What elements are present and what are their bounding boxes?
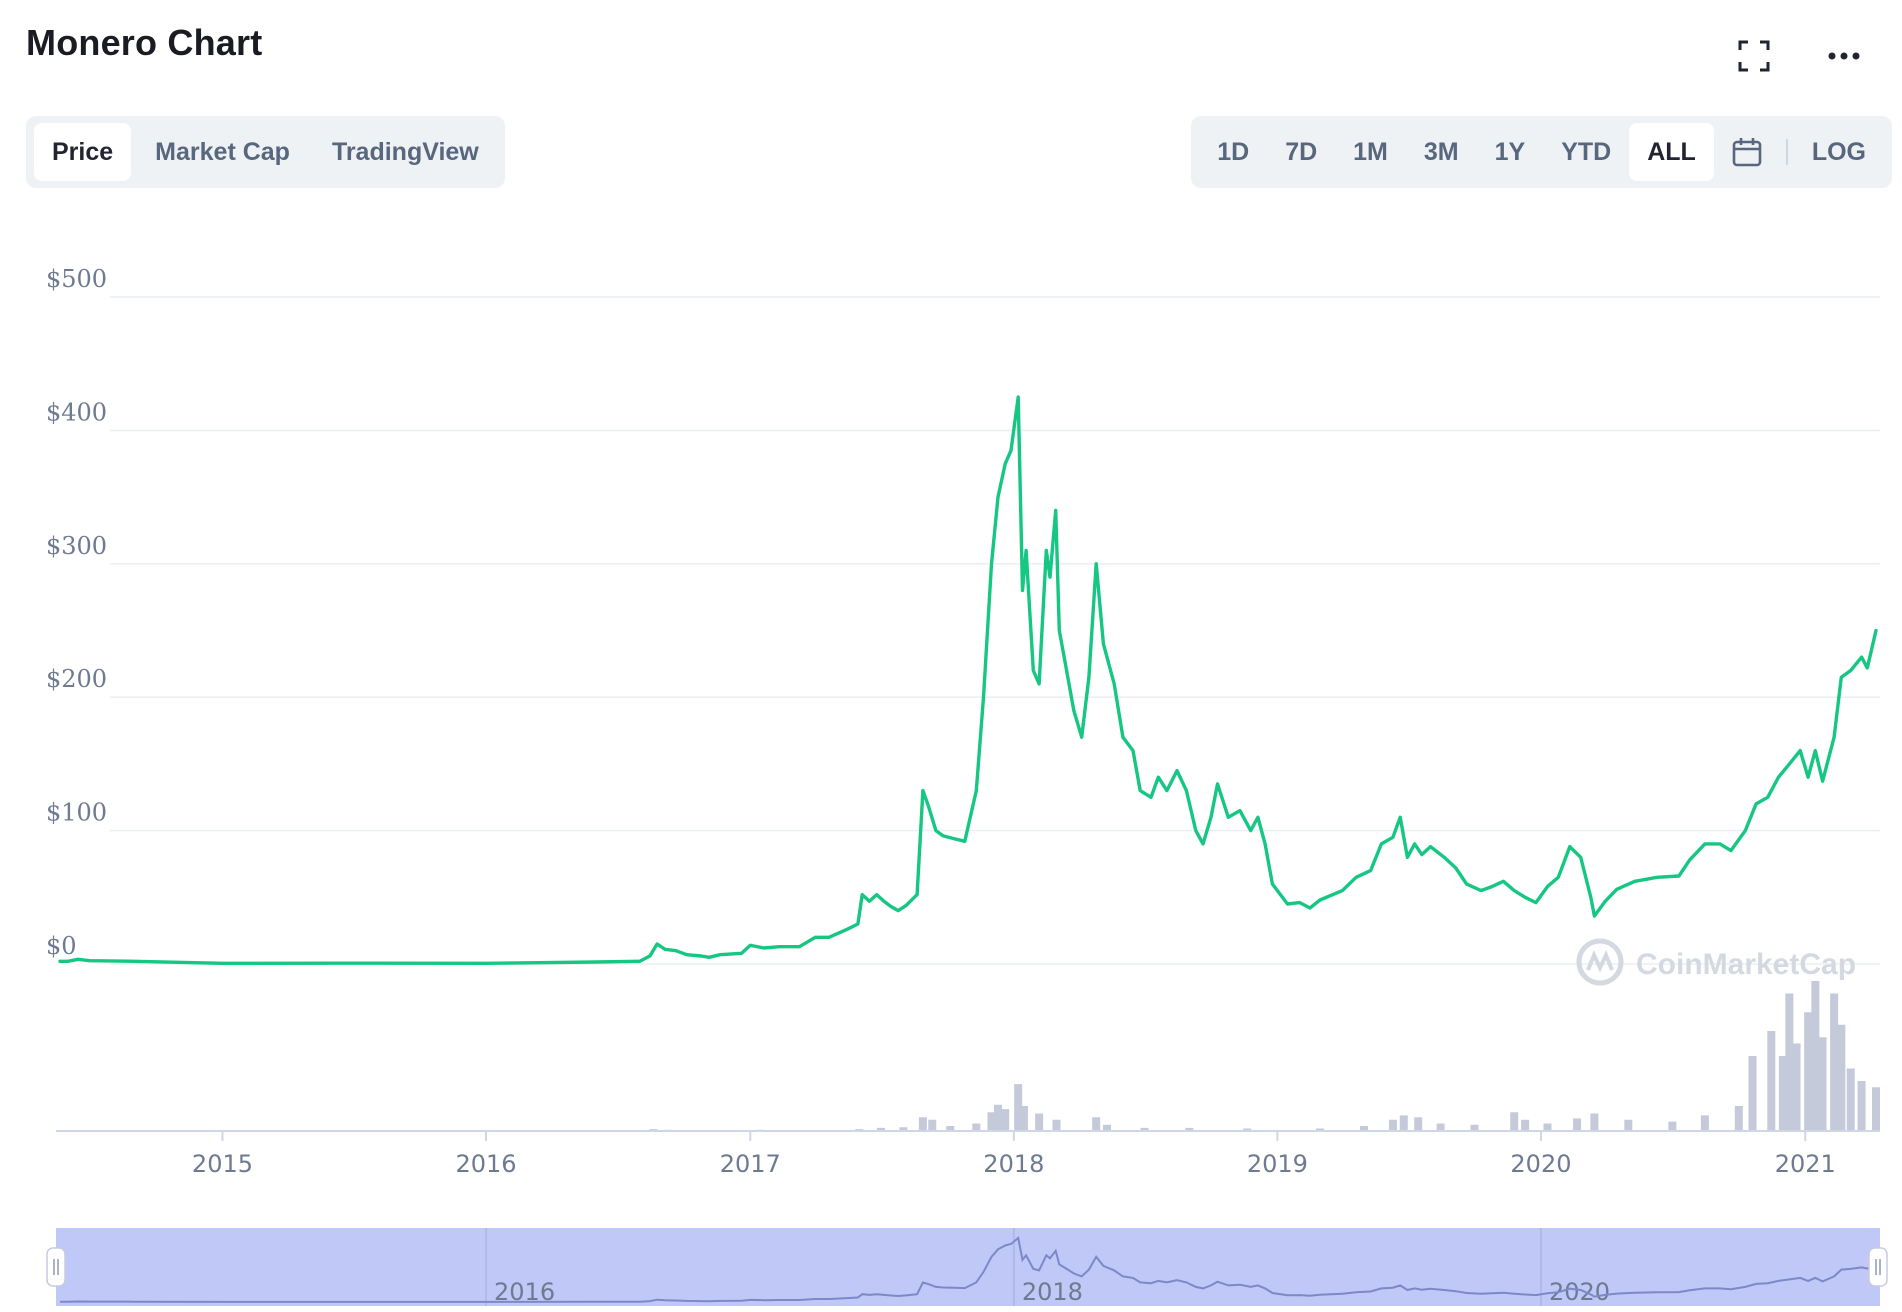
volume-bar <box>1668 1121 1677 1131</box>
volume-bar <box>1510 1112 1519 1131</box>
volume-bar <box>1521 1119 1530 1131</box>
volume-bar <box>1001 1109 1010 1131</box>
navigator-line <box>60 1236 1877 1303</box>
calendar-icon[interactable] <box>1714 123 1780 181</box>
volume-bar <box>1734 1106 1743 1131</box>
volume-bar <box>1092 1117 1101 1131</box>
volume-bar <box>1804 1012 1813 1131</box>
volume-bar <box>1102 1124 1111 1131</box>
volume-bar <box>1543 1123 1552 1131</box>
volume-bar <box>1811 981 1820 1131</box>
y-tick-label: $500 <box>46 265 107 293</box>
volume-bar <box>1052 1119 1061 1131</box>
range-separator <box>1785 139 1788 165</box>
range-all[interactable]: ALL <box>1629 123 1714 181</box>
volume-bar <box>993 1104 1002 1131</box>
volume-bar <box>918 1117 927 1131</box>
x-tick-label: 2017 <box>720 1150 781 1178</box>
volume-bar <box>1316 1128 1325 1131</box>
volume-bar <box>1785 993 1794 1131</box>
x-tick-label: 2018 <box>983 1150 1044 1178</box>
navigator-tick-label: 2018 <box>1022 1278 1083 1306</box>
range-7d[interactable]: 7D <box>1285 137 1318 166</box>
x-tick-label: 2016 <box>455 1150 516 1178</box>
volume-bar <box>1019 1106 1028 1131</box>
range-1d[interactable]: 1D <box>1217 137 1250 166</box>
volume-bar <box>1590 1113 1599 1131</box>
tab-price[interactable]: Price <box>34 123 132 181</box>
y-tick-label: $300 <box>46 532 107 560</box>
volume-bar <box>946 1126 955 1131</box>
volume-bar <box>1573 1118 1582 1131</box>
chart-grid <box>110 296 1880 965</box>
volume-bar <box>928 1119 937 1131</box>
range-1m[interactable]: 1M <box>1353 137 1388 166</box>
expand-icon[interactable] <box>1736 38 1772 74</box>
log-toggle[interactable]: LOG <box>1811 137 1866 166</box>
more-dots-icon[interactable] <box>1826 38 1862 74</box>
y-tick-label: $0 <box>46 932 77 960</box>
range-1y[interactable]: 1Y <box>1494 137 1526 166</box>
volume-bar <box>1767 1031 1776 1131</box>
volume-bar <box>1857 1081 1866 1131</box>
volume-bar <box>1414 1117 1423 1131</box>
volume-bar <box>1778 1056 1787 1131</box>
volume-bar <box>1470 1124 1479 1131</box>
volume-bar <box>876 1127 885 1131</box>
volume-bar <box>899 1127 908 1131</box>
tab-tradingview[interactable]: TradingView <box>331 137 479 166</box>
handle-body <box>46 1247 66 1287</box>
volume-bar <box>1792 1043 1801 1131</box>
volume-bar <box>1436 1123 1445 1131</box>
range-3m[interactable]: 3M <box>1423 137 1459 166</box>
range-ytd[interactable]: YTD <box>1561 137 1612 166</box>
y-tick-label: $200 <box>46 665 107 693</box>
y-tick-label: $400 <box>46 398 107 426</box>
volume-bar <box>1818 1037 1827 1131</box>
y-tick-label: $100 <box>46 799 107 827</box>
x-tick-label: 2019 <box>1247 1150 1308 1178</box>
volume-bar <box>1360 1126 1369 1131</box>
range-navigator[interactable]: 2016 2018 2020 <box>46 1228 1888 1306</box>
time-range-selector: 1D 7D 1M 3M 1Y YTD ALL LOG <box>1191 116 1892 188</box>
volume-bar <box>1700 1115 1709 1131</box>
volume-bar <box>1035 1113 1044 1131</box>
volume-bar <box>1243 1128 1252 1131</box>
x-tick-label: 2020 <box>1510 1150 1571 1178</box>
handle-body <box>1868 1247 1888 1287</box>
volume-bar <box>1872 1087 1880 1131</box>
volume-bar <box>1185 1127 1194 1131</box>
navigator-handle-left[interactable] <box>46 1247 66 1287</box>
header-actions <box>1736 38 1862 74</box>
chart-type-tabs: Price Market Cap TradingView <box>26 116 505 188</box>
volume-bar <box>1388 1119 1397 1131</box>
volume-bar <box>1846 1068 1855 1131</box>
volume-bar <box>1399 1115 1408 1131</box>
volume-bar <box>1140 1127 1149 1131</box>
volume-bar <box>1830 993 1839 1131</box>
volume-bar <box>972 1123 981 1131</box>
volume-bar <box>987 1112 996 1131</box>
tab-market-cap[interactable]: Market Cap <box>155 137 290 166</box>
y-axis-labels: $0 $100 $200 $300 $400 $500 <box>46 265 107 960</box>
navigator-selection <box>56 1228 1880 1306</box>
volume-bar <box>1624 1119 1633 1131</box>
page-title: Monero Chart <box>26 22 263 63</box>
volume-bar <box>1837 1024 1846 1131</box>
price-line <box>58 395 1878 965</box>
watermark-text: CoinMarketCap <box>1636 948 1856 981</box>
volume-bar <box>1014 1084 1023 1131</box>
volume-bar <box>1748 1056 1757 1131</box>
x-axis-ticks: 2015 2016 2017 2018 2019 2020 2021 <box>192 1131 1836 1178</box>
x-tick-label: 2021 <box>1775 1150 1836 1178</box>
volume-bars <box>649 981 1880 1131</box>
x-tick-label: 2015 <box>192 1150 253 1178</box>
navigator-handle-right[interactable] <box>1868 1247 1888 1287</box>
watermark: CoinMarketCap <box>1576 938 1856 986</box>
